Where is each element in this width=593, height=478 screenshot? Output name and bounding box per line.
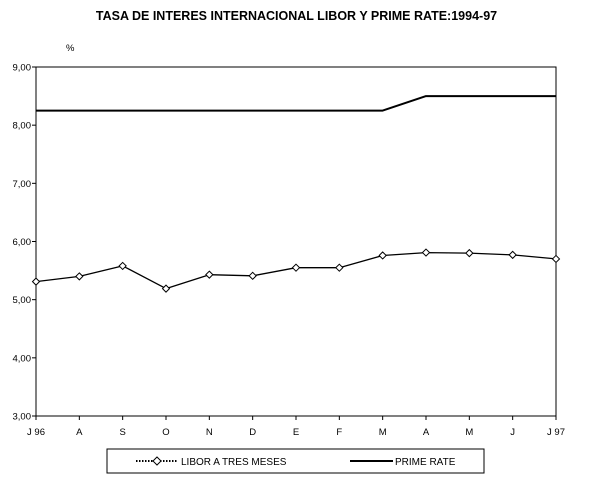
y-axis: 3,00 4,00 5,00 6,00 7,00 8,00 9,00	[13, 63, 36, 423]
y-tick-label: 3,00	[13, 412, 32, 423]
plot-area	[35, 66, 557, 417]
x-tick-label: N	[206, 427, 213, 438]
x-tick-label: A	[76, 427, 83, 438]
x-tick-label: J 97	[547, 427, 565, 438]
legend-label-prime: PRIME RATE	[395, 457, 456, 468]
data-point-libor	[118, 261, 127, 271]
data-point-libor	[551, 254, 561, 264]
legend-label-libor: LIBOR A TRES MESES	[181, 457, 287, 468]
data-point-libor	[465, 248, 474, 258]
data-point-libor	[31, 277, 41, 286]
y-axis-unit-label: %	[66, 43, 75, 54]
y-tick-label: 4,00	[13, 353, 32, 364]
x-tick-label: M	[379, 427, 387, 438]
data-point-libor	[291, 263, 301, 272]
x-tick-label: J 96	[27, 427, 45, 438]
x-tick-label: O	[162, 427, 169, 438]
y-tick-label: 7,00	[13, 179, 32, 190]
x-tick-label: F	[336, 427, 342, 438]
data-point-libor	[248, 271, 257, 281]
y-tick-label: 8,00	[13, 121, 32, 132]
x-tick-label: D	[249, 427, 256, 438]
chart-title: TASA DE INTERES INTERNACIONAL LIBOR Y PR…	[95, 9, 498, 23]
legend-marker-libor	[152, 456, 162, 466]
series-layer	[31, 95, 561, 293]
x-tick-label: A	[423, 427, 430, 438]
x-tick-label: S	[119, 427, 125, 438]
x-tick-label: M	[465, 427, 473, 438]
data-point-libor	[205, 270, 214, 279]
data-point-libor	[378, 251, 387, 260]
x-tick-label: J	[510, 427, 515, 438]
x-tick-label: E	[293, 427, 299, 438]
series-line-prime	[36, 95, 556, 112]
y-tick-label: 9,00	[13, 63, 32, 74]
x-axis: J 96 A S O N D E F M A M J J 97	[27, 416, 565, 438]
data-point-libor	[75, 272, 84, 281]
legend: LIBOR A TRES MESES PRIME RATE	[106, 448, 485, 474]
data-point-libor	[161, 284, 171, 293]
y-tick-label: 5,00	[13, 295, 32, 306]
data-point-libor	[421, 248, 431, 257]
y-tick-label: 6,00	[13, 237, 32, 248]
data-point-libor	[335, 263, 344, 272]
data-point-libor	[508, 250, 517, 260]
